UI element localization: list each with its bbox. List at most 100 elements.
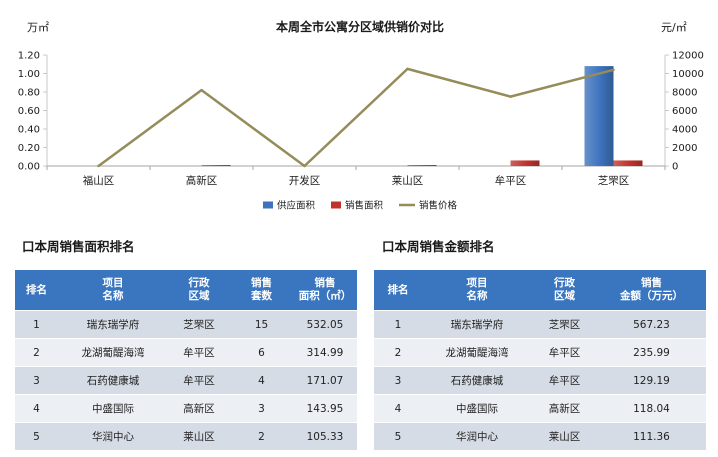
header-label: 销售 (314, 277, 336, 289)
header-label: 销售 (641, 277, 662, 289)
series3-point (509, 95, 512, 98)
sales-amount-cell: 118.04 (597, 394, 706, 423)
project-name-cell: 龙湖葡醍海湾 (58, 338, 168, 367)
sales-area-ranking-table: 排名 项目 名称 行政 区域 销售 套数 销售 面积（㎡） 1 瑞东瑞学府 芝罘区 15 532.05 2 龙… (15, 270, 357, 450)
district-cell: 牟平区 (532, 366, 597, 395)
right-axis-unit: 元/㎡ (661, 21, 687, 34)
rank-header: 排名 (374, 270, 422, 311)
header-label: 面积（㎡） (298, 290, 352, 302)
sales-amount-ranking-title: 口本周销售金额排名 (382, 239, 495, 254)
sales-area-cell: 105.33 (293, 422, 357, 450)
legend-item: 销售价格 (399, 200, 458, 212)
series3-point (406, 67, 409, 71)
chart-bars (201, 66, 643, 166)
rank-cell: 4 (15, 394, 58, 423)
legend-label: 供应面积 (277, 200, 316, 212)
category-label: 福山区 (83, 174, 115, 187)
district-header: 行政 区域 (168, 270, 230, 311)
rank-cell: 1 (15, 310, 58, 339)
table-row: 3 石药健康城 牟平区 129.19 (374, 366, 706, 395)
right-axis-tick-label: 12000 (672, 51, 704, 62)
project-name-cell: 华润中心 (422, 422, 532, 450)
header-label: 项目 (102, 277, 124, 289)
series3-line (97, 67, 614, 168)
project-name-cell: 石药健康城 (58, 366, 168, 395)
right-axis-tick-label: 8000 (672, 88, 697, 99)
header-label: 区域 (554, 290, 575, 302)
header-label: 名称 (466, 290, 488, 302)
sales-amount-cell: 129.19 (597, 366, 706, 395)
rank-cell: 4 (374, 394, 422, 423)
sales-area-header: 销售 面积（㎡） (293, 270, 357, 311)
table-row: 3 石药健康城 牟平区 4 171.07 (15, 366, 357, 395)
left-axis-tick-label: 0.40 (18, 125, 40, 136)
sales-amount-cell: 235.99 (597, 338, 706, 367)
chart-legend: 供应面积 销售面积 销售价格 (263, 200, 458, 212)
right-axis-tick-label: 10000 (672, 69, 704, 80)
series3-point (200, 88, 203, 92)
project-name-cell: 中盛国际 (422, 394, 532, 423)
project-name-cell: 瑞东瑞学府 (422, 310, 532, 339)
sales-amount-ranking-table: 排名 项目 名称 行政 区域 销售 金额（万元） 1 瑞东瑞学府 芝罘区 567.23 2 龙湖葡醍海湾… (374, 270, 706, 450)
rank-cell: 3 (374, 366, 422, 395)
left-axis-tick-label: 0.00 (18, 162, 40, 173)
right-axis-tick-label: 6000 (672, 106, 697, 117)
header-label: 名称 (102, 290, 124, 302)
header-label: 排名 (26, 283, 47, 296)
left-axis-tick-label: 0.60 (18, 106, 40, 117)
table-row: 2 龙湖葡醍海湾 牟平区 6 314.99 (15, 338, 357, 367)
rank-header: 排名 (15, 270, 58, 311)
header-label: 金额（万元） (620, 290, 683, 302)
district-cell: 牟平区 (532, 338, 597, 367)
header-label: 套数 (251, 290, 272, 302)
header-label: 销售 (251, 277, 272, 289)
series3-point (97, 164, 100, 168)
legend-marker (331, 201, 341, 209)
series1-bar (584, 66, 614, 166)
sales-amount-cell: 111.36 (597, 422, 706, 450)
rank-cell: 2 (15, 338, 58, 367)
rank-cell: 5 (374, 422, 422, 450)
header-label: 行政 (188, 277, 210, 289)
project-name-cell: 华润中心 (58, 422, 168, 450)
project-name-cell: 石药健康城 (422, 366, 532, 395)
header-label: 项目 (466, 277, 488, 289)
legend-item: 销售面积 (331, 200, 384, 212)
district-cell: 牟平区 (168, 338, 230, 367)
units-sold-cell: 6 (230, 338, 293, 367)
district-cell: 莱山区 (532, 422, 597, 450)
left-axis-tick-label: 0.20 (18, 143, 40, 154)
series2-bar (407, 165, 437, 166)
project-name-cell: 中盛国际 (58, 394, 168, 423)
sales-amount-header: 销售 金额（万元） (597, 270, 706, 311)
category-label: 莱山区 (392, 175, 424, 187)
chart-axes: 0.00 0.20 0.40 0.60 0.80 1.00 1.20 0 2000 4000 600… (18, 51, 704, 188)
category-label: 芝罘区 (598, 174, 630, 187)
rank-cell: 1 (374, 310, 422, 339)
sales-area-cell: 532.05 (293, 310, 357, 339)
left-axis-tick-label: 1.00 (18, 69, 40, 80)
table-row: 1 瑞东瑞学府 芝罘区 567.23 (374, 310, 706, 339)
sales-area-cell: 143.95 (293, 394, 357, 423)
series3-point (303, 164, 306, 168)
units-sold-cell: 15 (230, 310, 293, 339)
project-name-header: 项目 名称 (58, 270, 168, 311)
header-label: 排名 (387, 283, 409, 296)
table-row: 5 华润中心 莱山区 111.36 (374, 422, 706, 450)
table-row: 4 中盛国际 高新区 118.04 (374, 394, 706, 423)
rank-cell: 5 (15, 422, 58, 450)
left-axis-unit: 万㎡ (27, 21, 49, 34)
header-label: 区域 (188, 290, 210, 302)
district-cell: 高新区 (168, 394, 230, 423)
chart-title: 本周全市公寓分区域供销价对比 (276, 19, 444, 34)
table-row: 1 瑞东瑞学府 芝罘区 15 532.05 (15, 310, 357, 339)
legend-label: 销售面积 (345, 200, 384, 212)
chart-line-series (97, 67, 615, 168)
right-axis-tick-label: 2000 (672, 143, 697, 154)
category-label: 牟平区 (495, 174, 527, 187)
legend-marker (263, 201, 273, 209)
right-axis-tick-label: 4000 (672, 125, 697, 136)
series2-bar (510, 160, 540, 166)
district-cell: 芝罘区 (532, 310, 597, 339)
